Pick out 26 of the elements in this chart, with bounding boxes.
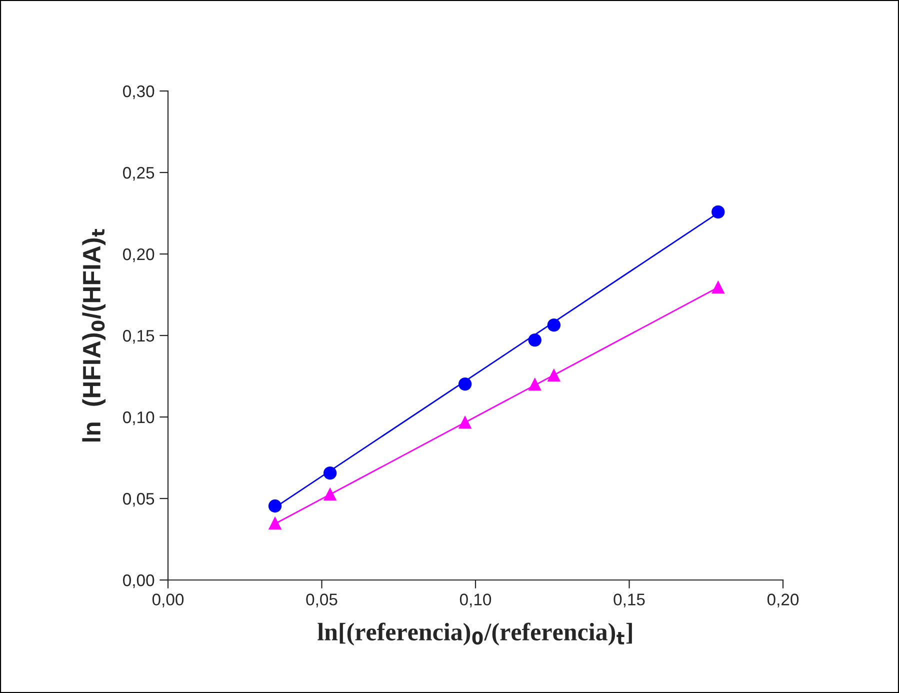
x-tick-label: 0,20 — [767, 594, 799, 608]
point — [323, 466, 337, 480]
point — [528, 333, 542, 347]
y-tick-label: 0,25 — [123, 166, 154, 181]
point — [458, 377, 472, 391]
x-tick-label: 0,00 — [152, 594, 184, 608]
point — [712, 205, 725, 219]
y-axis-title: ln (HFIA)$_{0}$/(HFIA)$_{t}$ — [82, 228, 106, 442]
y-tick-label: 0,10 — [123, 411, 154, 426]
x-tick-label: 0,05 — [306, 594, 338, 608]
point — [458, 415, 472, 429]
point — [547, 368, 560, 382]
y-tick-label: 0,30 — [123, 85, 154, 100]
x-axis-title: ln[(referencia)$_{0}$/(referencia)$_{t}$] — [318, 622, 632, 646]
point — [528, 377, 542, 391]
point — [268, 516, 282, 530]
y-tick-label: 0,15 — [123, 330, 154, 344]
x-tick-label: 0,15 — [614, 594, 645, 608]
point — [323, 487, 337, 501]
x-tick-label: 0,10 — [460, 594, 492, 608]
y-tick-label: 0,20 — [123, 248, 154, 262]
point — [268, 499, 282, 513]
y-tick-label: 0,05 — [123, 492, 154, 507]
point — [547, 318, 560, 332]
point — [712, 280, 725, 294]
y-tick-label: 0,00 — [123, 574, 154, 588]
